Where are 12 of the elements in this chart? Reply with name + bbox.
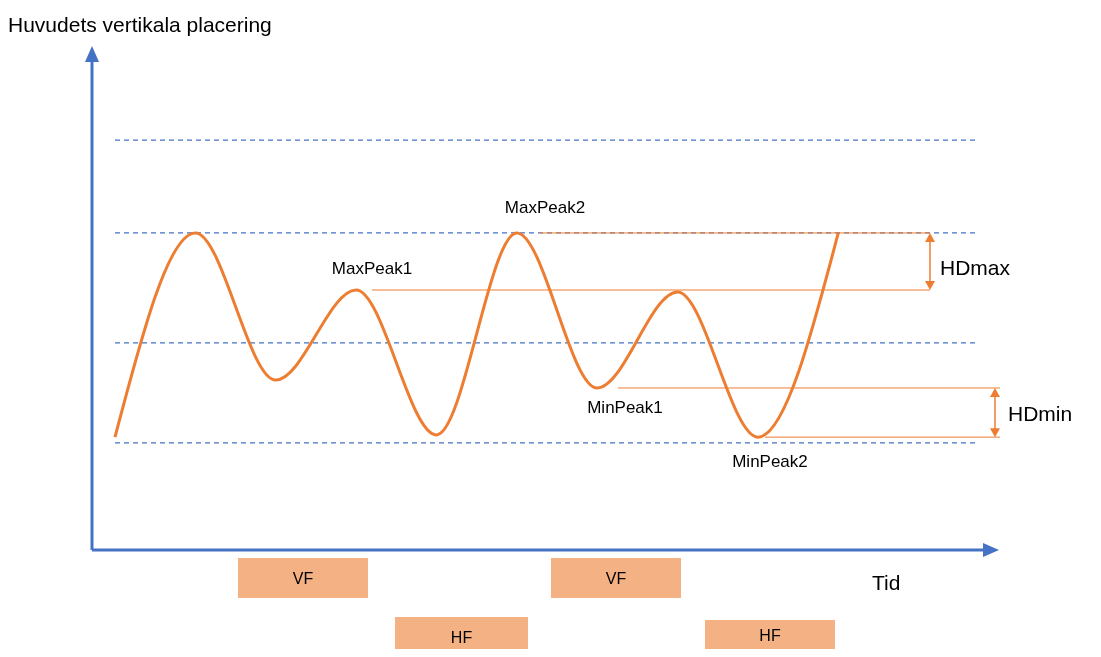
- text: Huvudets vertikala placering: [8, 13, 272, 36]
- text: VF: [292, 570, 314, 587]
- annotation: MaxPeak2: [504, 197, 586, 217]
- annotation: MaxPeak1: [331, 259, 413, 279]
- text: VF: [605, 570, 627, 587]
- text: HDmin: [1008, 402, 1073, 425]
- text: HF: [759, 626, 781, 644]
- text: HDmax: [940, 256, 1011, 279]
- annotation: MinPeak2: [732, 452, 808, 472]
- text: HF: [450, 629, 473, 646]
- annotation: MinPeak1: [587, 397, 663, 417]
- x-axis-title: Tid: [872, 571, 901, 594]
